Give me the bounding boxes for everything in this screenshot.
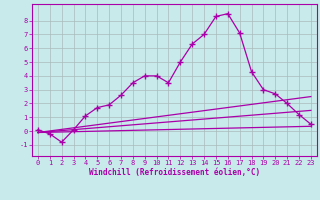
X-axis label: Windchill (Refroidissement éolien,°C): Windchill (Refroidissement éolien,°C) [89, 168, 260, 177]
